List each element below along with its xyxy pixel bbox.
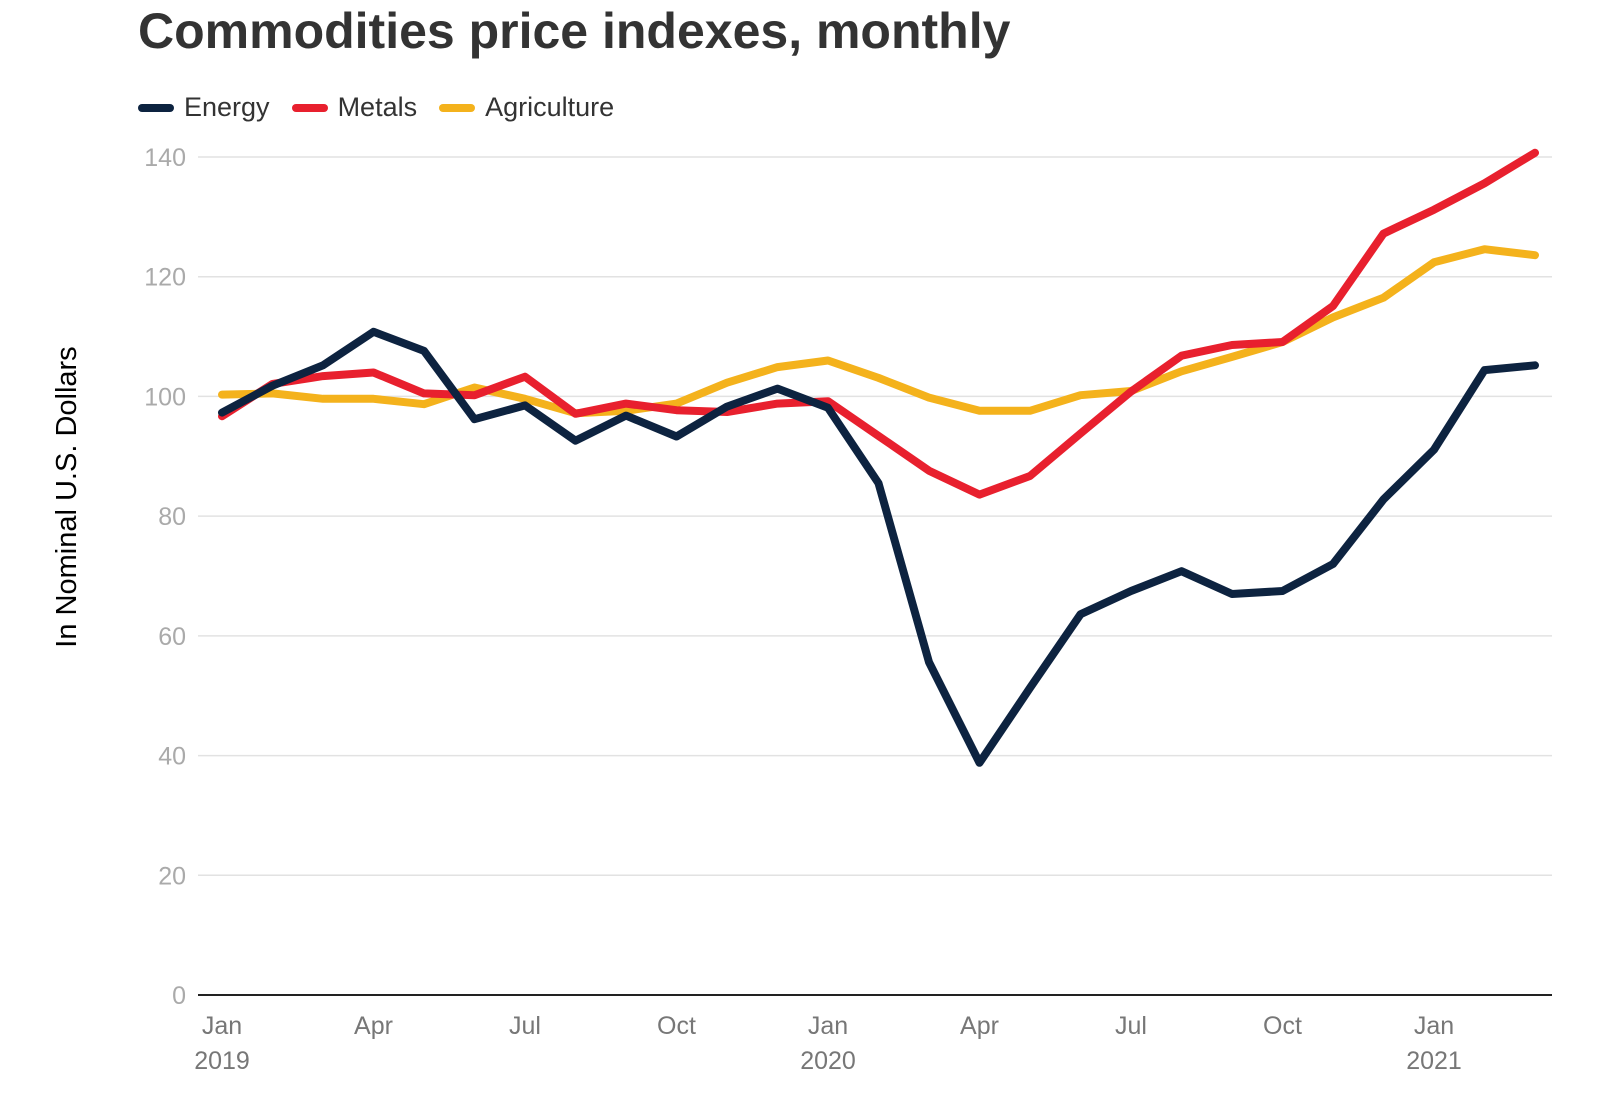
series-line-metals bbox=[218, 148, 1539, 499]
gridlines bbox=[198, 156, 1552, 877]
chart-title: Commodities price indexes, monthly bbox=[138, 3, 1011, 59]
x-tick-label-2020-07: Jul bbox=[1115, 1012, 1147, 1040]
legend-swatch-metals bbox=[291, 103, 328, 112]
x-tick-label-2019-10: Oct bbox=[657, 1012, 696, 1040]
x-tick-label-2019-01: Jan bbox=[202, 1012, 242, 1040]
y-tick-label-40: 40 bbox=[158, 743, 186, 771]
series-lines bbox=[218, 148, 1539, 767]
y-axis-ticks: 0 20 40 60 80 100 120 140 bbox=[144, 144, 186, 1010]
y-tick-label-120: 120 bbox=[144, 264, 186, 292]
legend-label-agriculture: Agriculture bbox=[485, 92, 615, 122]
legend-label-metals: Metals bbox=[337, 92, 418, 122]
y-tick-label-60: 60 bbox=[158, 623, 186, 651]
x-axis-ticks: Jan 2019 Apr Jul Oct Jan 2020 Apr Jul Oct Jan 2021 bbox=[194, 1012, 1462, 1075]
y-tick-label-140: 140 bbox=[144, 144, 186, 172]
x-tick-label-2021-01: Jan bbox=[1414, 1012, 1454, 1040]
x-tick-year-2020-01: 2020 bbox=[800, 1047, 856, 1075]
y-axis-label: In Nominal U.S. Dollars bbox=[51, 346, 83, 647]
x-tick-label-2020-01: Jan bbox=[808, 1012, 848, 1040]
legend-item-energy[interactable]: Energy bbox=[138, 92, 270, 123]
x-tick-label-2020-10: Oct bbox=[1263, 1012, 1302, 1040]
legend-swatch-agriculture bbox=[439, 103, 476, 112]
x-tick-year-2019-01: 2019 bbox=[194, 1047, 250, 1075]
series-line-energy bbox=[218, 327, 1539, 767]
legend-item-agriculture[interactable]: Agriculture bbox=[439, 92, 614, 123]
y-tick-label-100: 100 bbox=[144, 383, 186, 411]
legend: Energy Metals Agriculture bbox=[138, 92, 636, 123]
y-tick-label-80: 80 bbox=[158, 503, 186, 531]
x-tick-label-2019-04: Apr bbox=[354, 1012, 393, 1040]
x-tick-label-2020-04: Apr bbox=[960, 1012, 999, 1040]
legend-label-energy: Energy bbox=[184, 92, 270, 122]
x-tick-year-2021-01: 2021 bbox=[1406, 1047, 1462, 1075]
y-tick-label-20: 20 bbox=[158, 862, 186, 890]
legend-swatch-energy bbox=[138, 103, 174, 112]
series-line-agriculture bbox=[218, 245, 1539, 418]
legend-item-metals[interactable]: Metals bbox=[291, 92, 418, 123]
y-tick-label-0: 0 bbox=[172, 982, 186, 1010]
x-tick-label-2019-07: Jul bbox=[509, 1012, 541, 1040]
